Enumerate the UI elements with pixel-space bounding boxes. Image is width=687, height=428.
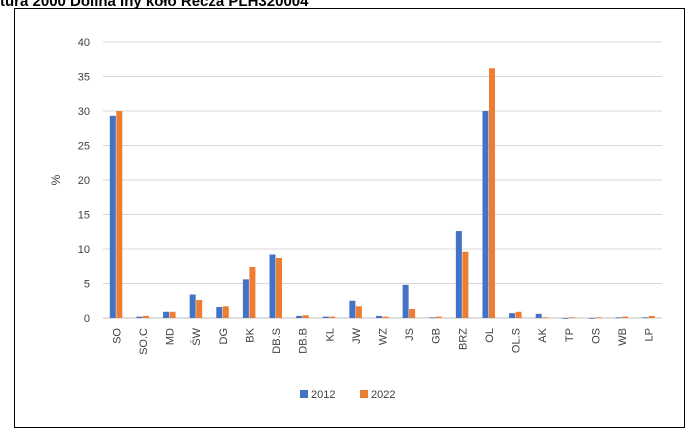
bar-2022-TP [568,317,575,319]
x-tick-label: DG [218,328,230,345]
bar-2022-JS [409,309,416,318]
bar-2012-DB.S [269,254,276,318]
bar-2012-OL [482,111,489,318]
bar-chart: % 0 5 10 15 20 25 30 35 40 SO SO.C MD ŚW DG BK DB.S DB.… [49,37,662,401]
bar-2012-BRZ [455,231,462,318]
bar-2012-WZ [376,315,382,318]
bars [109,68,655,319]
bar-2012-SO [109,115,116,318]
y-tick-label: 35 [78,72,90,84]
bar-2022-GB [435,316,442,318]
x-tick-label: MD [165,328,177,345]
x-tick-label: WZ [378,328,390,345]
x-tick-label: ŚW [190,327,203,345]
y-tick-label: 15 [78,210,90,222]
bar-2012-JS [402,284,409,318]
bar-2022-BRZ [462,251,469,318]
x-tick-label: WB [617,328,629,346]
x-tick-label: GB [431,328,443,344]
x-tick-label: JS [404,328,416,341]
bar-2012-OL.S [509,313,516,318]
page-title: tura 2000 Dolina Iny koło Recza PLH32000… [0,0,309,10]
y-tick-label: 20 [78,175,90,187]
x-tick-label: OL [484,328,496,343]
y-tick-label: 30 [78,106,90,118]
bar-2012-JW [349,300,356,318]
legend-label-2022: 2022 [371,389,395,401]
bar-2012-ŚW [189,294,196,318]
legend-label-2012: 2012 [311,389,335,401]
bar-2012-OS [588,318,595,319]
bar-2022-WB [622,316,629,318]
y-tick-label: 25 [78,141,90,153]
x-tick-label: OS [590,328,602,344]
x-tick-label: LP [644,328,656,341]
bar-2022-SO.C [142,315,149,318]
bar-2022-OS [595,317,602,319]
y-tick-label: 40 [78,37,90,49]
bar-2012-SO.C [136,316,143,318]
legend-swatch-2012 [300,390,308,398]
x-tick-label: BK [244,327,256,342]
bar-2012-MD [163,311,170,318]
bar-2012-AK [535,313,542,318]
bar-2012-WB [615,317,622,319]
x-tick-label: DB.B [298,328,310,354]
bar-2012-GB [429,317,436,319]
x-tick-label: DB.S [271,328,283,354]
bar-2022-OL [488,68,495,318]
bar-2022-DB.S [276,257,283,318]
bar-2022-LP [648,315,655,318]
x-tick-label: SO.C [138,328,150,355]
y-tick-label: 0 [84,313,90,325]
x-tick-label: JW [351,327,363,344]
x-ticks: SO SO.C MD ŚW DG BK DB.S DB.B KL JW WZ JS GB BRZ OL OL.… [111,327,655,355]
bar-2022-KL [329,316,336,318]
bar-2022-SO [116,111,123,318]
y-axis-label: % [49,174,63,185]
legend-swatch-2022 [360,390,368,398]
x-tick-label: OL.S [511,328,523,353]
bar-2022-AK [542,317,549,319]
y-ticks: 0 5 10 15 20 25 30 35 40 [78,37,90,325]
x-tick-label: AK [537,327,549,342]
bar-2012-DB.B [296,315,303,318]
bar-2022-WZ [382,316,389,318]
bar-2022-OL.S [515,311,522,318]
bar-2022-DB.B [302,315,309,318]
x-tick-label: TP [564,328,576,342]
bar-2022-DG [222,306,229,318]
y-tick-label: 10 [78,244,90,256]
x-tick-label: KL [324,328,336,341]
gridlines [103,41,662,319]
bar-2012-TP [562,318,569,319]
bar-2012-LP [642,317,649,319]
y-tick-label: 5 [84,279,90,291]
bar-2022-BK [249,266,256,318]
legend: 2012 2022 [300,389,395,401]
x-tick-label: BRZ [457,328,469,350]
bar-2022-ŚW [196,300,203,318]
bar-2022-JW [355,306,362,318]
x-tick-label: SO [111,328,123,344]
bar-2012-BK [242,279,249,318]
bar-2012-KL [322,316,329,318]
bar-2012-DG [216,306,223,318]
bar-2022-MD [169,311,176,318]
